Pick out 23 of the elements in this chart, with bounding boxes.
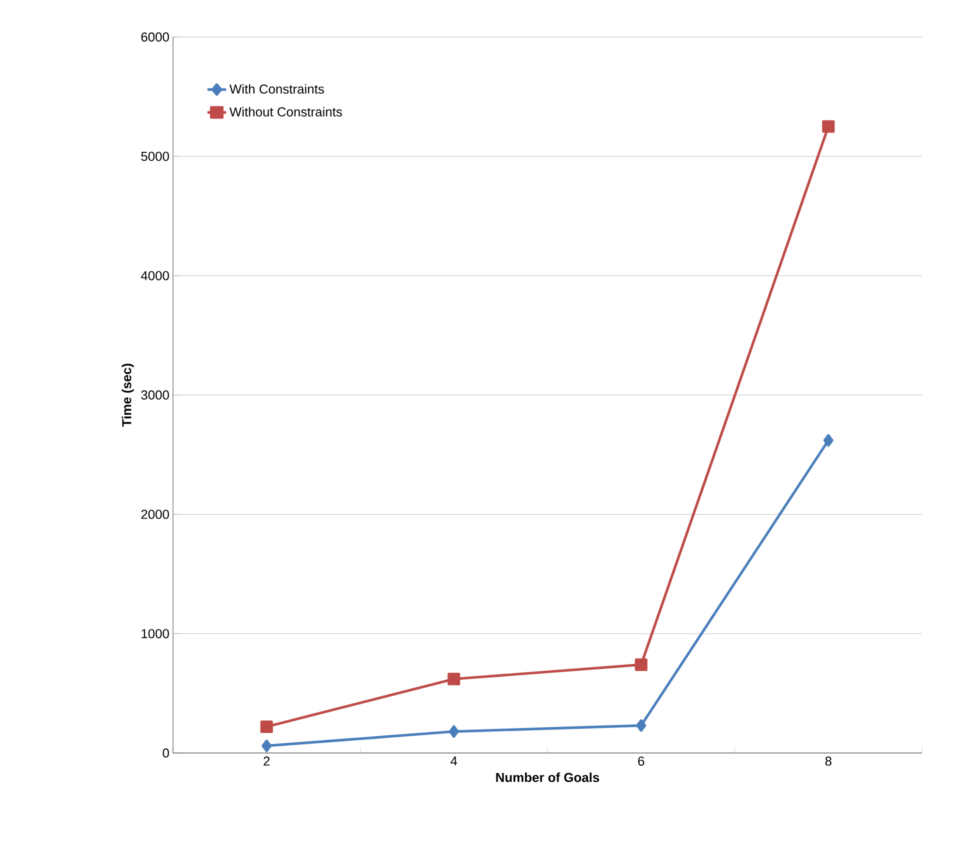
y-tick-label: 4000 — [140, 271, 169, 280]
legend-label: With Constraints — [230, 84, 324, 94]
point — [822, 120, 835, 133]
point — [448, 725, 459, 738]
x-tick-label: 8 — [825, 756, 832, 766]
y-tick-label: 1000 — [142, 629, 169, 638]
y-tick-label: 5000 — [141, 152, 169, 161]
point — [448, 672, 460, 686]
y-tick-label: 3000 — [141, 390, 169, 400]
point — [636, 719, 646, 732]
point — [260, 720, 273, 734]
point — [262, 740, 272, 752]
y-tick-label: 6000 — [141, 32, 169, 42]
x-axis-title: Number of Goals — [496, 772, 600, 782]
legend-label: Without Constraints — [230, 106, 342, 116]
point — [634, 658, 648, 671]
x-tick-label: 4 — [450, 756, 458, 766]
y-tick-label: 0 — [162, 748, 169, 758]
y-axis-title: Time (sec) — [122, 364, 134, 427]
x-tick-label: 6 — [638, 756, 644, 766]
point — [823, 434, 834, 447]
y-tick-label: 2000 — [141, 510, 169, 519]
x-tick-label: 2 — [264, 756, 270, 766]
